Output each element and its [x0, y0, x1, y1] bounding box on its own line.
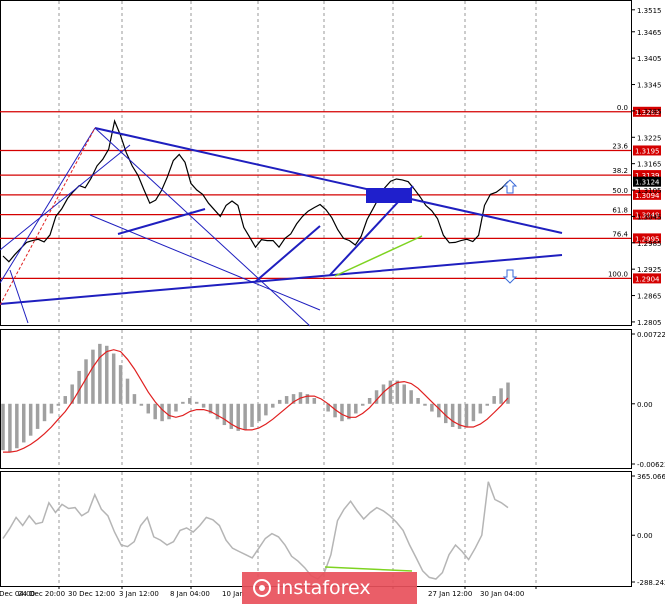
fib-price-tag — [633, 106, 661, 117]
cci-y-axis: 365.0666 0.00 -288.242 — [631, 473, 665, 587]
divergence-line-price — [334, 235, 423, 277]
x-tick-label: 3 Jan 12:00 — [119, 590, 159, 598]
fib-level-label: 23.6 — [612, 142, 628, 150]
cci-y-tick-label: -288.242 — [637, 579, 665, 587]
up-arrow-icon — [502, 179, 518, 194]
fib-level-label: 100.0 — [608, 270, 628, 278]
fib-level-label: 0.0 — [617, 104, 628, 112]
macd-y-tick-label: 0.00722 — [637, 331, 665, 339]
dashed-red-line — [0, 127, 96, 306]
short-trendline-2 — [254, 225, 321, 283]
descending-trendline — [94, 127, 563, 234]
watermark-text: instaforex — [276, 577, 371, 599]
fib-level-label: 38.2 — [612, 167, 628, 175]
fib-price-tag-text: 1.3195 — [635, 147, 660, 155]
macd-y-tick-label: 0.00 — [637, 401, 653, 409]
ascending-trendline — [0, 254, 563, 305]
x-tick-label: 27 Jan 12:00 — [428, 590, 472, 598]
channel-spike-left — [9, 269, 29, 324]
x-tick-label: 30 Dec 12:00 — [68, 590, 115, 598]
x-tick-label: 23 Dec 04:00 — [0, 590, 35, 598]
y-tick-label: 1.2865 — [637, 293, 662, 301]
trend-lines — [0, 127, 563, 327]
main-panel: 0.0 1.3283 23.6 1.3195 38.2 1.3139 50.0 1.3094 6… — [0, 0, 661, 327]
fib-price-tag — [633, 273, 661, 284]
cci-y-tick-label: 0.00 — [637, 532, 653, 540]
channel-ascending-left — [0, 144, 131, 251]
fib-price-tag — [633, 145, 661, 156]
y-tick-label: 1.3105 — [637, 187, 662, 195]
macd-signal-line — [3, 349, 509, 453]
main-frame — [0, 0, 632, 326]
macd-panel — [0, 329, 632, 469]
fib-price-tag — [633, 189, 661, 200]
current-price-tag: 1.3124 — [633, 176, 661, 187]
y-tick-label: 1.3405 — [637, 55, 662, 63]
y-tick-label: 1.3465 — [637, 29, 662, 37]
arrows — [502, 179, 518, 284]
channel-upper-left — [0, 127, 96, 284]
main-y-axis: 1.3515 1.3465 1.3405 1.3345 1.3285 1.3225 1.31… — [631, 7, 662, 327]
fib-price-tag-text: 1.3139 — [635, 172, 660, 180]
resistance-zone — [366, 188, 412, 203]
x-tick-label: 10 Jan — [222, 590, 244, 598]
channel-descending-upper — [94, 127, 311, 327]
down-arrow-icon — [502, 269, 518, 284]
fib-level-label: 76.4 — [612, 230, 628, 238]
macd-signal-polyline — [3, 349, 509, 453]
y-tick-label: 1.2805 — [637, 319, 662, 327]
y-tick-label: 1.3225 — [637, 134, 662, 142]
x-tick-label: 8 Jan 04:00 — [170, 590, 210, 598]
x-tick-label: 30 Jan 04:00 — [480, 590, 524, 598]
price-tag-text: 1.3124 — [635, 179, 660, 187]
fib-price-tag-text: 1.3049 — [635, 212, 660, 220]
main-vertical-grid — [58, 1, 537, 325]
fib-price-tag — [633, 209, 661, 220]
macd-frame — [0, 329, 632, 469]
y-tick-label: 1.3285 — [637, 108, 662, 116]
y-tick-label: 1.3515 — [637, 7, 662, 15]
y-tick-label: 1.3165 — [637, 161, 662, 169]
fib-price-tag-text: 1.3283 — [635, 109, 660, 117]
divergence-line-cci — [324, 566, 413, 572]
fib-level-label: 61.8 — [612, 207, 628, 215]
instaforex-logo-icon — [253, 579, 271, 597]
fibonacci-lines: 0.0 1.3283 23.6 1.3195 38.2 1.3139 50.0 1.3094 6… — [0, 104, 661, 284]
fib-price-tag — [633, 170, 661, 181]
instaforex-watermark: instaforex — [242, 572, 417, 604]
cci-vertical-grid — [58, 472, 537, 586]
y-tick-label: 1.3045 — [637, 213, 662, 221]
y-tick-label: 1.3345 — [637, 82, 662, 90]
watermark-background — [242, 572, 417, 604]
x-tick-label: 24 Dec 20:00 — [18, 590, 65, 598]
y-tick-label: 1.2925 — [637, 266, 662, 274]
fib-price-tag — [633, 233, 661, 244]
cci-polyline — [2, 481, 509, 580]
cci-y-tick-label: 365.0666 — [637, 473, 665, 481]
y-tick-label: 1.2985 — [637, 240, 662, 248]
price-tag-box — [633, 176, 661, 187]
short-trendline-1 — [117, 208, 206, 235]
fib-price-tag-text: 1.2904 — [635, 275, 660, 283]
fib-price-tag-text: 1.3094 — [635, 192, 660, 200]
cci-line — [2, 481, 509, 580]
fib-price-tag-text: 1.2995 — [635, 235, 660, 243]
fib-level-label: 50.0 — [612, 187, 628, 195]
